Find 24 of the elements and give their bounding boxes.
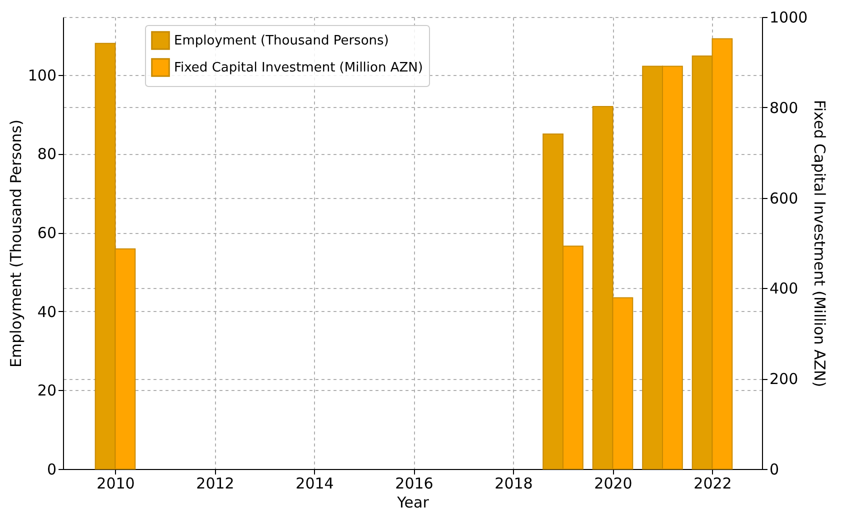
y2-tick-label: 800 bbox=[770, 98, 798, 117]
y2-tick-label: 600 bbox=[770, 189, 798, 208]
y-tick-label: 80 bbox=[37, 145, 56, 164]
y-tick-label: 40 bbox=[37, 302, 56, 321]
x-tick-label: 2014 bbox=[296, 474, 334, 492]
y-tick-label: 60 bbox=[37, 224, 56, 242]
y2-tick-label: 400 bbox=[770, 280, 798, 298]
y2-tick-label: 1000 bbox=[770, 8, 808, 26]
y-axis-title: Employment (Thousand Persons) bbox=[6, 120, 25, 368]
y-tick-label: 100 bbox=[28, 66, 56, 84]
x-tick-label: 2020 bbox=[594, 474, 632, 492]
y-tick-label: 20 bbox=[37, 382, 56, 400]
y2-axis-title: Fixed Capital Investment (Million AZN) bbox=[810, 100, 829, 388]
x-axis-title: Year bbox=[396, 494, 430, 512]
legend-label: Fixed Capital Investment (Million AZN) bbox=[174, 60, 423, 76]
legend-label: Employment (Thousand Persons) bbox=[174, 34, 389, 48]
y-tick-label: 0 bbox=[46, 460, 56, 478]
x-tick-label: 2016 bbox=[395, 474, 434, 492]
y2-tick-label: 200 bbox=[770, 370, 798, 388]
x-tick-label: 2010 bbox=[96, 474, 135, 492]
x-tick-label: 2022 bbox=[694, 474, 732, 492]
y2-tick-label: 0 bbox=[770, 460, 780, 478]
x-tick-label: 2018 bbox=[494, 474, 533, 492]
x-tick-label: 2012 bbox=[196, 474, 234, 492]
